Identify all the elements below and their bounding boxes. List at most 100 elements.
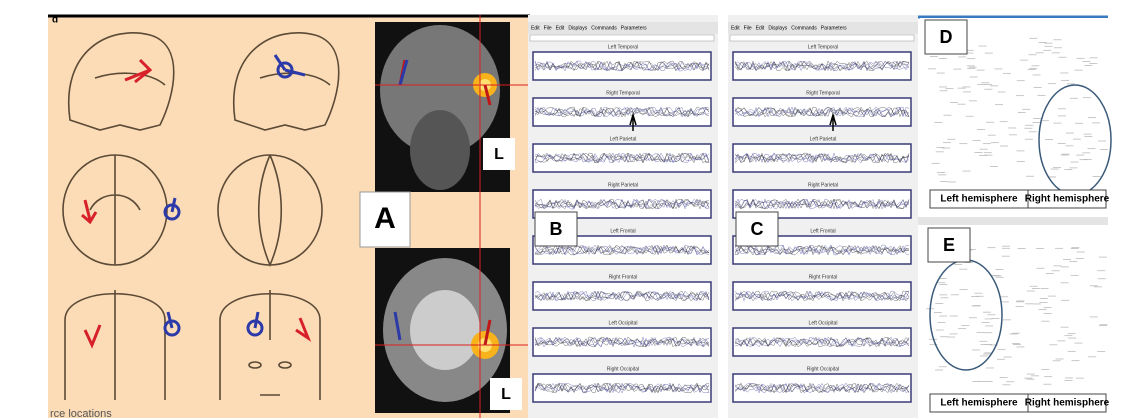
hemisphere-label: Right hemisphere [1025,194,1110,205]
label-box [483,138,515,170]
channel-label: Left Frontal [610,228,635,234]
waveform [534,244,710,256]
waveform [734,244,910,256]
channel-label: Right Parietal [608,182,638,188]
waveform [734,244,910,256]
panel-label: D [940,27,953,47]
channel-box [732,51,912,81]
waveform [534,336,710,348]
channel-box [532,327,712,357]
label-box [534,211,578,247]
waveform [534,153,710,163]
channel-label: Right Parietal [808,182,838,188]
waveform [534,290,710,302]
waveform [534,106,710,118]
menu-bar [528,22,718,34]
waveform [534,106,710,118]
waveform [534,198,710,210]
waveform [734,290,910,302]
hemisphere-label: Left hemisphere [940,194,1018,205]
waveform [734,382,910,394]
channel-box [532,51,712,81]
waveform [734,336,910,348]
waveform [734,198,910,210]
arrow [629,112,637,131]
waveform [734,106,910,118]
menu-item[interactable]: Commands [591,25,617,31]
label-box [924,19,968,55]
waveform [734,290,910,302]
waveform [534,198,710,210]
channel-box [532,97,712,127]
waveform [534,244,710,256]
waveform [534,198,710,210]
waveform [534,152,710,164]
menu-item[interactable]: Parameters [621,25,647,31]
channel-label: Left Frontal [810,228,835,234]
channel-label: Right Occipital [607,366,639,372]
menu-item[interactable]: Edit [731,25,740,31]
waveform [534,382,710,394]
channel-label: Left Temporal [608,44,638,50]
channel-label: Left Parietal [610,136,637,142]
orientation-label: L [501,386,511,403]
head-drawings [62,32,340,400]
menu-item[interactable]: File [744,25,752,31]
waveform [534,382,710,394]
waveform [734,106,910,118]
waveform [734,290,910,302]
waveform [734,337,910,348]
channel-label: Right Temporal [606,90,640,96]
waveform [734,60,910,72]
channel-label: Right Frontal [609,274,638,280]
corner-label: d [52,15,58,26]
hemisphere-label: Right hemisphere [1025,398,1110,409]
window-bar [918,217,1108,225]
orientation-label: L [494,146,504,163]
label-box [1027,393,1107,413]
panel-label: B [550,219,563,239]
menu-item[interactable]: File [544,25,552,31]
menu-item[interactable]: Edit [556,25,565,31]
channel-box [532,373,712,403]
panel-label: A [374,202,396,235]
waveform [734,152,910,164]
waveform [734,198,910,210]
waveform [534,106,710,118]
menu-item[interactable]: Commands [791,25,817,31]
input-box [529,34,715,42]
waveform [734,382,910,394]
waveform [534,60,710,72]
waveform [734,60,910,72]
label-box [735,211,779,247]
waveform [734,382,910,394]
label-box [927,227,971,263]
waveform [734,152,910,164]
waveform [534,290,710,302]
panel-label: E [943,235,955,255]
waveform [534,245,710,255]
channel-label: Right Frontal [809,274,838,280]
arrow [829,112,837,131]
label-box [490,378,522,410]
waveform [534,382,710,394]
menu-item[interactable]: Edit [531,25,540,31]
waveform [734,244,910,256]
menu-item[interactable]: Parameters [821,25,847,31]
channel-label: Left Occipital [609,320,638,326]
waveform [734,336,910,348]
waveform [534,60,710,72]
channel-label: Left Parietal [810,136,837,142]
menu-item[interactable]: Edit [756,25,765,31]
input-box [729,34,915,42]
waveform [534,382,710,394]
channel-label: Left Occipital [809,320,838,326]
label-box [1027,189,1107,209]
waveform [534,336,710,348]
menu-item[interactable]: Displays [568,25,587,31]
dipole-arrows [81,54,312,349]
menu-item[interactable]: Displays [768,25,787,31]
panel-label: C [751,219,764,239]
channel-box [732,327,912,357]
